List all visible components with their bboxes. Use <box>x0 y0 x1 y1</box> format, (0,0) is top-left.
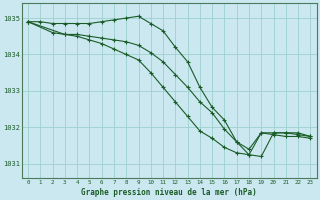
X-axis label: Graphe pression niveau de la mer (hPa): Graphe pression niveau de la mer (hPa) <box>81 188 257 197</box>
